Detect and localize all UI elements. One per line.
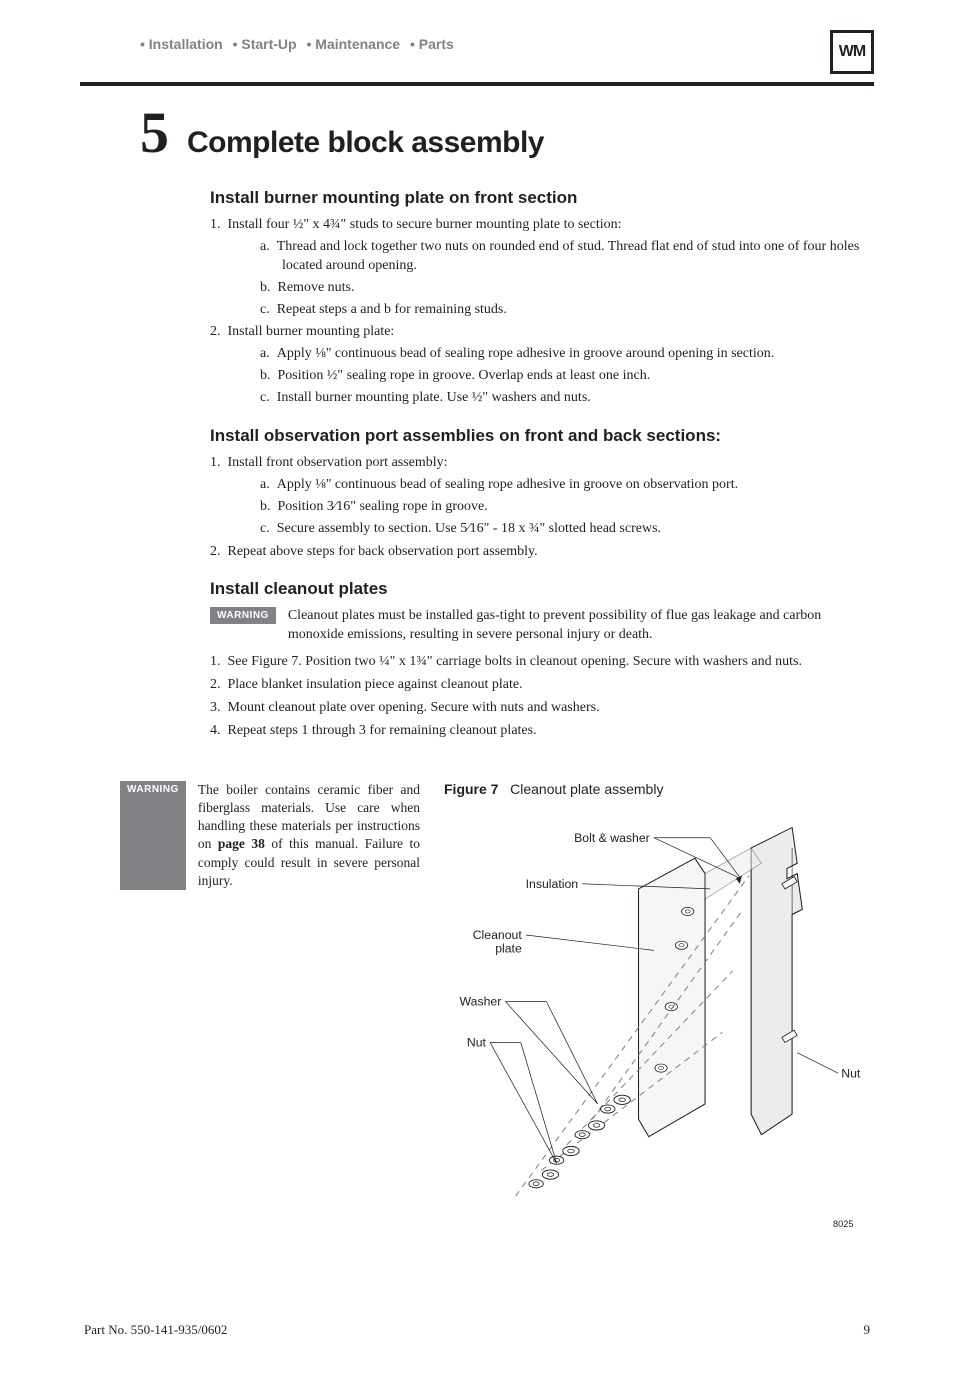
svg-text:Cleanout: Cleanout [473,928,523,942]
list-item: 1. Install four ½" x 4¾" studs to secure… [210,216,874,319]
svg-text:Bolt & washer: Bolt & washer [574,831,650,845]
list-item: b. Position 3⁄16" sealing rope in groove… [260,498,874,517]
list-item: 1. See Figure 7. Position two ¼" x 1¾" c… [210,653,874,672]
warning-text: The boiler contains ceramic fiber and fi… [198,781,420,890]
svg-text:Nut: Nut [841,1066,861,1080]
brand-logo-icon: WM [830,30,874,74]
list-item: c. Install burner mounting plate. Use ½"… [260,389,874,408]
figure-diagram: Bolt & washer Insulation Cleanoutplate Wash… [444,807,874,1237]
svg-text:plate: plate [495,941,522,955]
svg-text:Washer: Washer [460,994,502,1008]
svg-text:8025: 8025 [833,1219,853,1229]
list-item: 2. Repeat above steps for back observati… [210,543,874,562]
chapter-title: Complete block assembly [187,126,544,160]
section-heading-burner-plate: Install burner mounting plate on front s… [210,188,874,208]
warning-text: Cleanout plates must be installed gas-ti… [288,607,874,645]
svg-text:Nut: Nut [467,1035,487,1049]
list-item: 4. Repeat steps 1 through 3 for remainin… [210,722,874,741]
warning-badge: WARNING [120,781,186,890]
list-item: 2. Install burner mounting plate: a. App… [210,323,874,408]
chapter-number: 5 [140,104,169,162]
page-number: 9 [864,1322,871,1338]
figure-caption: Figure 7 Cleanout plate assembly [444,781,874,797]
list-item: c. Secure assembly to section. Use 5⁄16"… [260,520,874,539]
section-heading-cleanout: Install cleanout plates [210,579,874,599]
list-item: b. Position ½" sealing rope in groove. O… [260,367,874,386]
list-item: 2. Place blanket insulation piece agains… [210,676,874,695]
crumb-parts: • Parts [410,36,454,52]
warning-badge: WARNING [210,607,276,624]
divider [80,82,874,86]
list-item: a. Thread and lock together two nuts on … [260,238,874,276]
list-item: c. Repeat steps a and b for remaining st… [260,301,874,320]
list-item: a. Apply ⅛" continuous bead of sealing r… [260,345,874,364]
list-item: 1. Install front observation port assemb… [210,454,874,539]
list-item: 3. Mount cleanout plate over opening. Se… [210,699,874,718]
breadcrumb: • Installation • Start-Up • Maintenance … [80,30,460,52]
crumb-installation: • Installation [140,36,223,52]
svg-text:Insulation: Insulation [526,877,579,891]
list-item: a. Apply ⅛" continuous bead of sealing r… [260,476,874,495]
crumb-startup: • Start-Up [233,36,297,52]
list-item: b. Remove nuts. [260,279,874,298]
part-number: Part No. 550-141-935/0602 [84,1322,227,1338]
section-heading-observation-port: Install observation port assemblies on f… [210,426,874,446]
crumb-maintenance: • Maintenance [306,36,400,52]
